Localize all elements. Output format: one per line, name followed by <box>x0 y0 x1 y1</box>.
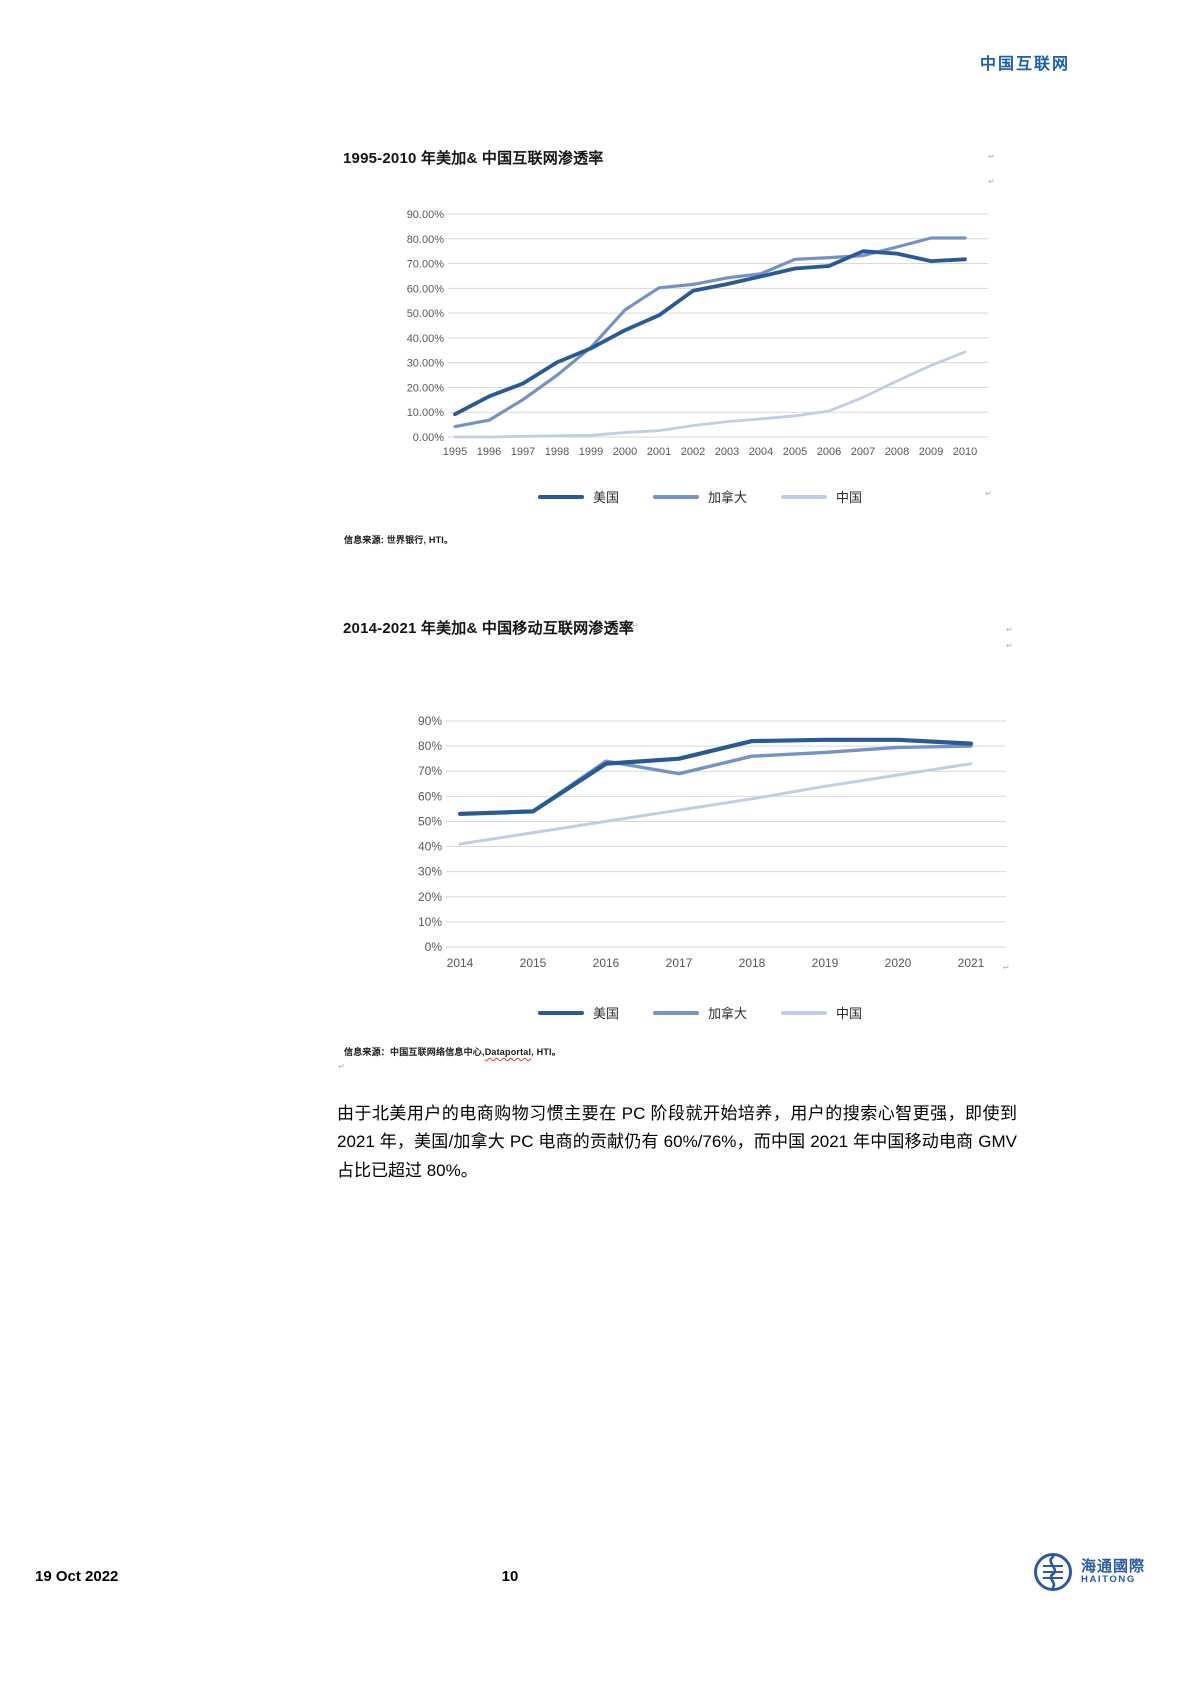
legend-label-canada: 加拿大 <box>707 1006 747 1021</box>
svg-text:30%: 30% <box>418 865 442 879</box>
legend-label-china: 中国 <box>836 490 863 505</box>
svg-text:2009: 2009 <box>919 446 943 458</box>
svg-text:2004: 2004 <box>749 446 773 458</box>
legend-item-us: 美国 <box>537 1003 619 1022</box>
svg-text:70.00%: 70.00% <box>407 259 445 271</box>
chart1-title: 1995-2010 年美加& 中国互联网渗透率 <box>343 150 604 167</box>
us-line-swatch <box>537 1010 584 1015</box>
svg-text:20.00%: 20.00% <box>407 382 445 394</box>
svg-text:0%: 0% <box>425 940 443 954</box>
canada-line-swatch <box>652 1010 699 1015</box>
svg-text:2020: 2020 <box>885 956 912 970</box>
svg-text:1995: 1995 <box>443 446 467 458</box>
chart2-source-flagged-word: Dataportal <box>484 1047 532 1057</box>
legend-item-china: 中国 <box>781 1003 862 1022</box>
legend-label-us: 美国 <box>592 490 619 505</box>
svg-text:2003: 2003 <box>715 446 739 458</box>
haitong-logo-en: HAITONG <box>1081 1574 1136 1586</box>
svg-text:10%: 10% <box>418 915 442 929</box>
body-paragraph: 由于北美用户的电商购物习惯主要在 PC 阶段就开始培养，用户的搜索心智更强，即使… <box>337 1104 1017 1180</box>
svg-text:60.00%: 60.00% <box>407 283 445 295</box>
chart1-legend: 美国 加拿大 中国 <box>390 487 1010 506</box>
us-line-swatch <box>537 494 584 499</box>
chart1-source: 信息来源: 世界银行, HTI。 <box>344 535 454 545</box>
svg-text:40.00%: 40.00% <box>407 333 445 345</box>
legend-label-china: 中国 <box>836 1006 863 1021</box>
svg-text:2010: 2010 <box>953 446 977 458</box>
footer-page-number: 10 <box>501 1568 519 1585</box>
svg-text:0.00%: 0.00% <box>413 432 444 444</box>
haitong-logo-icon <box>1032 1551 1074 1593</box>
paragraph-mark: ↵ <box>1003 963 1010 972</box>
svg-text:50%: 50% <box>418 814 442 828</box>
legend-item-us: 美国 <box>537 487 619 506</box>
svg-text:2019: 2019 <box>812 956 839 970</box>
china-line-swatch <box>781 1010 827 1015</box>
china-line-swatch <box>781 494 827 499</box>
svg-text:2014: 2014 <box>447 956 474 970</box>
svg-text:2018: 2018 <box>739 956 766 970</box>
paragraph-mark: ↵ <box>985 489 992 498</box>
chart2-title: 2014-2021 年美加& 中国移动互联网渗透率 <box>343 620 634 637</box>
svg-text:20%: 20% <box>418 890 442 904</box>
paragraph-mark: ↵ <box>988 152 995 161</box>
svg-text:2002: 2002 <box>681 446 705 458</box>
svg-text:2001: 2001 <box>647 446 671 458</box>
paragraph-mark: ↵ <box>593 150 600 159</box>
paragraph-mark: ↵ <box>1006 625 1013 634</box>
svg-text:30.00%: 30.00% <box>407 358 445 370</box>
svg-text:40%: 40% <box>418 840 442 854</box>
paragraph-mark: ↵ <box>1006 641 1013 650</box>
svg-text:80.00%: 80.00% <box>407 234 445 246</box>
svg-text:50.00%: 50.00% <box>407 308 445 320</box>
svg-text:2007: 2007 <box>851 446 875 458</box>
paragraph-mark: ↵ <box>988 177 995 186</box>
svg-text:2016: 2016 <box>593 956 620 970</box>
legend-label-canada: 加拿大 <box>707 490 747 505</box>
svg-text:70%: 70% <box>418 764 442 778</box>
chart2-source-suffix: , HTI。 <box>531 1047 561 1057</box>
svg-text:90.00%: 90.00% <box>407 209 445 221</box>
chart2-source-prefix: 信息来源：中国互联网络信息中心, <box>344 1047 485 1057</box>
svg-text:1997: 1997 <box>511 446 535 458</box>
svg-text:80%: 80% <box>418 739 442 753</box>
chart2-legend: 美国 加拿大 中国 <box>390 1003 1010 1022</box>
svg-text:2017: 2017 <box>666 956 693 970</box>
haitong-logo: 海通國際 HAITONG <box>1032 1551 1145 1593</box>
chart2-line-chart: 0% 10% 20% 30% 40% 50% 60% 70% 80% 90% 2014 2015 201… <box>418 714 1006 970</box>
paragraph-mark: ↵ <box>632 621 639 630</box>
svg-text:90%: 90% <box>418 714 442 728</box>
paragraph-mark: ↵ <box>338 1062 345 1071</box>
svg-text:1998: 1998 <box>545 446 569 458</box>
svg-text:1996: 1996 <box>477 446 501 458</box>
svg-text:1999: 1999 <box>579 446 603 458</box>
svg-text:2008: 2008 <box>885 446 909 458</box>
svg-text:2021: 2021 <box>958 956 985 970</box>
header-brand: 中国互联网 <box>980 56 1071 73</box>
haitong-logo-text: 海通國際 HAITONG <box>1081 1558 1145 1586</box>
footer-date: 19 Oct 2022 <box>35 1568 119 1585</box>
svg-text:2005: 2005 <box>783 446 807 458</box>
legend-item-canada: 加拿大 <box>652 1003 747 1022</box>
legend-label-us: 美国 <box>592 1006 619 1021</box>
svg-text:2006: 2006 <box>817 446 841 458</box>
svg-text:2015: 2015 <box>520 956 547 970</box>
svg-text:60%: 60% <box>418 789 442 803</box>
svg-text:10.00%: 10.00% <box>407 407 445 419</box>
legend-item-china: 中国 <box>781 487 862 506</box>
haitong-logo-cn: 海通國際 <box>1081 1557 1146 1575</box>
chart1-line-chart: 0.00% 10.00% 20.00% 30.00% 40.00% 50.00% 60.00… <box>407 209 988 458</box>
chart2-source: 信息来源：中国互联网络信息中心,Dataportal, HTI。 <box>344 1045 561 1058</box>
canada-line-swatch <box>652 494 699 499</box>
svg-text:2000: 2000 <box>613 446 637 458</box>
legend-item-canada: 加拿大 <box>652 487 747 506</box>
